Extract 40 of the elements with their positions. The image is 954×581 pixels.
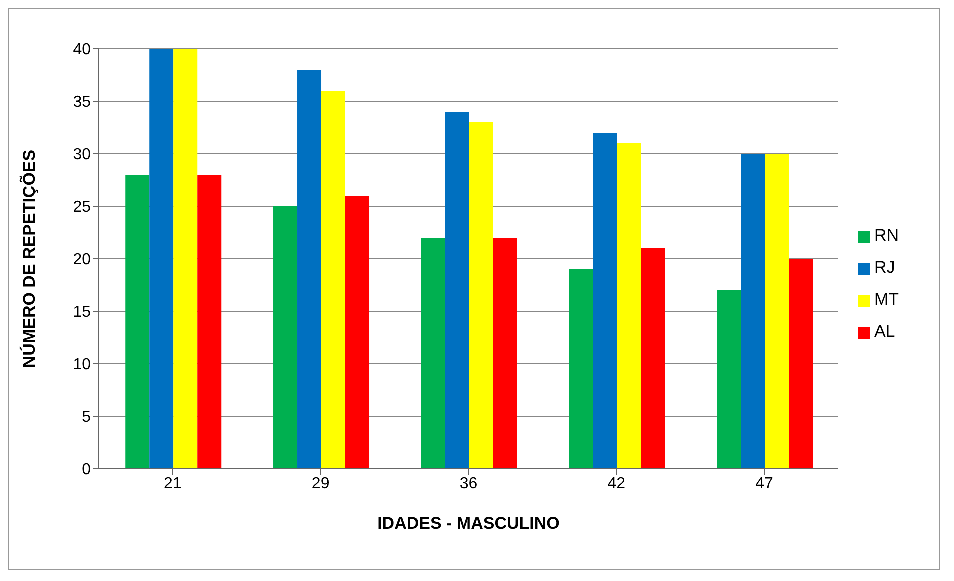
bar — [741, 154, 766, 469]
y-tick-label: 20 — [73, 252, 92, 269]
bar — [789, 259, 814, 469]
legend-label: RN — [874, 226, 899, 245]
x-tick-label: 36 — [460, 475, 478, 492]
y-tick-label: 30 — [73, 146, 92, 164]
bar — [421, 238, 446, 469]
bar — [569, 270, 594, 469]
bar — [322, 91, 346, 469]
y-tick-label: 10 — [73, 356, 92, 374]
bar — [445, 112, 470, 469]
legend-label: AL — [874, 322, 896, 341]
bar — [298, 70, 322, 469]
bar — [174, 49, 198, 469]
y-tick-label: 15 — [73, 304, 92, 322]
y-tick-label: 40 — [73, 42, 92, 59]
bar — [717, 290, 742, 469]
legend-label: RJ — [874, 258, 896, 277]
bar — [593, 133, 618, 469]
bar — [641, 248, 666, 469]
y-tick-label: 25 — [73, 199, 92, 216]
bar — [150, 49, 174, 469]
bar — [765, 154, 790, 469]
legend-label: MT — [874, 290, 899, 309]
y-tick-label: 0 — [82, 462, 92, 479]
x-tick-label: 42 — [608, 475, 626, 492]
bar — [617, 144, 642, 469]
bar — [126, 175, 150, 469]
x-tick-label: 21 — [164, 475, 182, 492]
bar — [493, 238, 518, 469]
y-tick-label: 5 — [82, 409, 92, 426]
y-axis-title: NÚMERO DE REPETIÇÕES — [19, 150, 40, 368]
x-tick-label: 47 — [756, 475, 774, 492]
x-axis-title: IDADES - MASCULINO — [378, 514, 560, 533]
x-tick-label: 29 — [312, 475, 330, 492]
bar — [274, 206, 298, 469]
y-tick-label: 35 — [73, 94, 92, 112]
bar — [346, 196, 370, 469]
bar — [198, 175, 222, 469]
bar — [469, 122, 494, 469]
